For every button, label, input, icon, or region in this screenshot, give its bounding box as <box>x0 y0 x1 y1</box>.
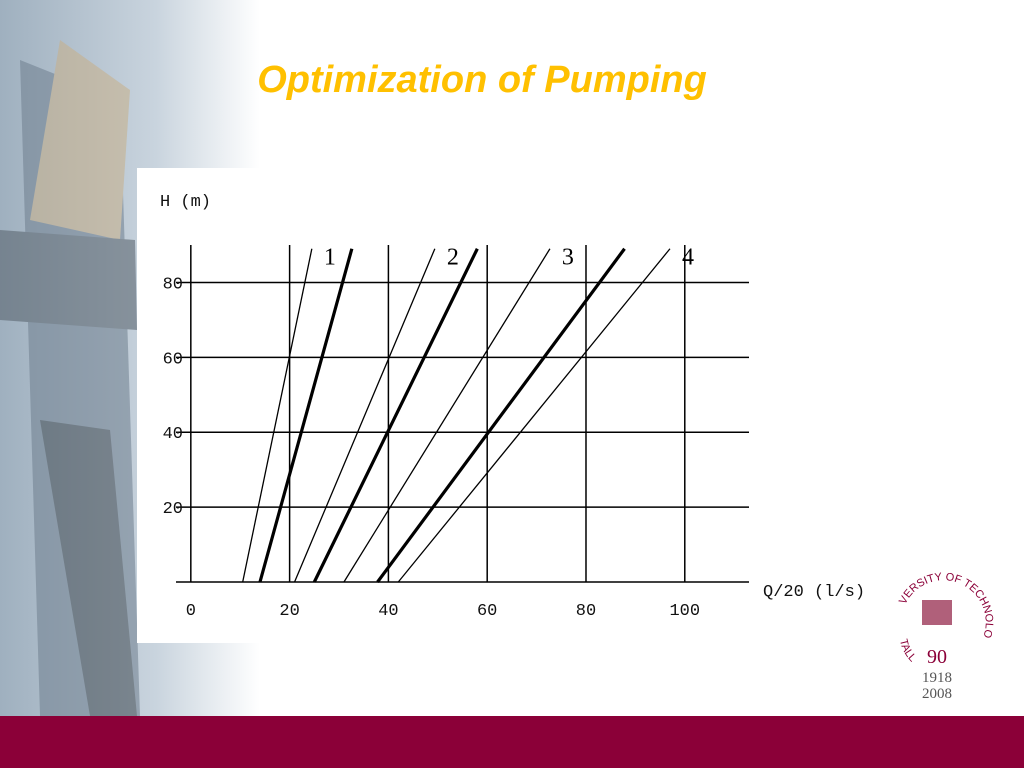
series-label: 4 <box>682 245 694 271</box>
series-label: 1 <box>324 245 336 271</box>
x-tick-label: 60 <box>477 602 497 621</box>
logo-arc-bottom-path: TALL <box>897 638 918 664</box>
x-tick-label: 100 <box>669 602 700 621</box>
logo-year-end: 2008 <box>922 686 952 702</box>
series-label: 3 <box>562 245 574 271</box>
y-tick-label: 40 <box>163 425 183 444</box>
series-line <box>397 248 671 583</box>
y-tick-label: 20 <box>163 500 183 519</box>
y-axis-label: H (m) <box>160 193 211 212</box>
logo-arc-bottom: TALL <box>897 638 918 664</box>
slide-title: Optimization of Pumping <box>257 59 707 101</box>
footer-bar <box>0 716 1024 768</box>
y-tick-label: 60 <box>163 350 183 369</box>
logo-year-start: 1918 <box>922 670 952 686</box>
x-tick-label: 40 <box>378 602 398 621</box>
y-tick-label: 80 <box>163 275 183 294</box>
series-line <box>376 247 626 583</box>
series-line <box>312 248 479 583</box>
logo-number: 90 <box>927 646 947 668</box>
chart: 0 20 40 60 80 100 20 40 60 80 H (m) Q/20 (l/s) 1 2 3 4 <box>160 193 865 621</box>
x-axis-label: Q/20 (l/s) <box>763 583 865 602</box>
series-line <box>293 248 436 583</box>
series-line <box>258 248 354 583</box>
x-tick-label: 0 <box>186 602 196 621</box>
tower-graphic <box>0 40 140 716</box>
chart-panel <box>137 168 749 643</box>
x-tick-label: 20 <box>279 602 299 621</box>
series-line <box>343 248 551 583</box>
series-line <box>242 248 313 583</box>
series-label: 2 <box>447 245 459 271</box>
x-tick-label: 80 <box>576 602 596 621</box>
logo-emblem <box>922 600 952 625</box>
